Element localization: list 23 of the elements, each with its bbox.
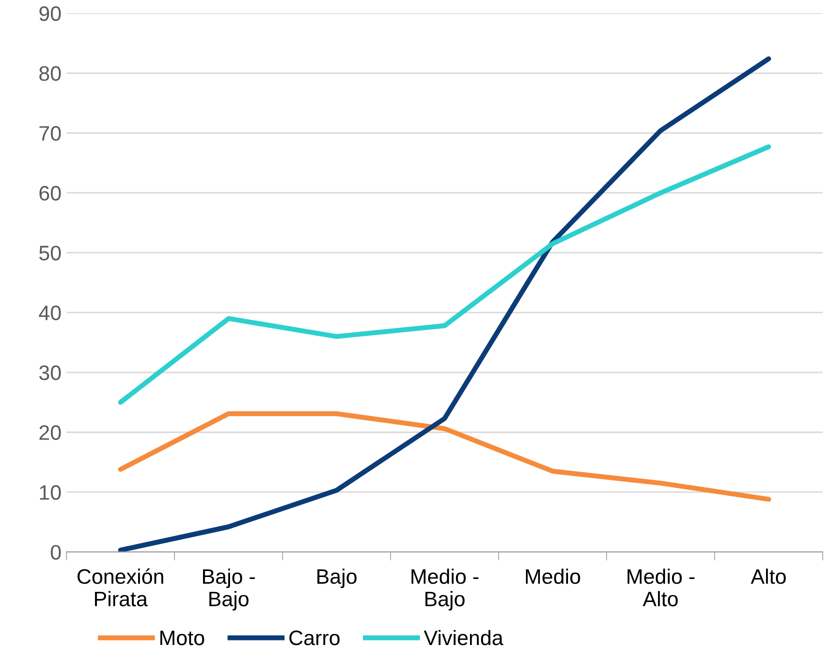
y-tick-label: 30 — [39, 365, 61, 380]
line-series — [118, 56, 772, 552]
y-tick-label: 20 — [39, 425, 61, 440]
legend-label: Carro — [289, 630, 340, 646]
x-tick-label: Medio - Bajo — [412, 568, 478, 610]
x-tick-label: Conexión Pirata — [78, 568, 164, 606]
y-tick-label: 70 — [40, 126, 61, 141]
x-tick-label: Bajo — [317, 568, 357, 588]
legend-label: Moto — [160, 630, 204, 646]
y-tick-label: 10 — [40, 485, 61, 500]
x-tick-label: Bajo - Bajo — [203, 568, 255, 610]
x-tick-label: Medio - Alto — [628, 568, 694, 606]
y-tick-label: 0 — [50, 544, 61, 560]
line-series — [118, 411, 772, 502]
y-tick-label: 50 — [39, 246, 61, 260]
legend-label: Vivienda — [424, 630, 504, 646]
line-series — [118, 144, 772, 405]
y-tick-label: 60 — [40, 186, 61, 201]
x-tick-label: Medio — [526, 568, 580, 584]
y-tick-label: 90 — [39, 6, 61, 22]
y-tick-label: 80 — [39, 66, 61, 81]
x-tick-label: Alto — [750, 568, 786, 584]
y-tick-label: 40 — [38, 306, 61, 320]
